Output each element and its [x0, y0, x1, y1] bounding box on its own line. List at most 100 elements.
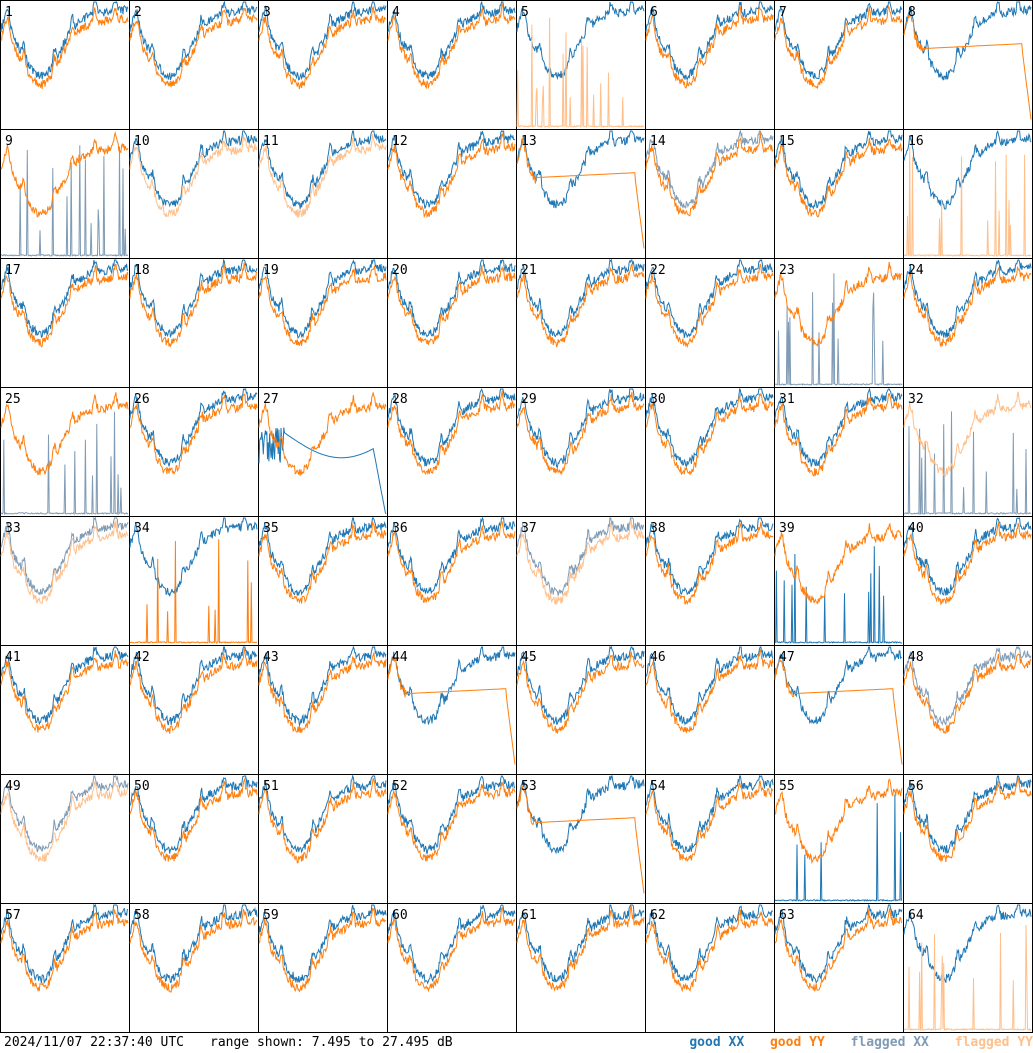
panel-label: 10: [134, 134, 150, 149]
yy-series-line: [0, 263, 129, 348]
panel-frame: [258, 516, 388, 646]
yy-series-line: [0, 131, 129, 218]
panel-label: 51: [263, 779, 279, 794]
panel-label: 22: [650, 263, 666, 278]
panel-61: 61: [516, 903, 646, 1033]
panel-label: 21: [521, 263, 537, 278]
xx-series-line: [774, 546, 903, 645]
yy-series-line: [258, 652, 387, 733]
panel-62: 62: [645, 903, 775, 1033]
yy-series-line: [903, 924, 1032, 1031]
yy-series-line: [129, 648, 258, 734]
panel-label: 50: [134, 779, 150, 794]
panel-frame: [645, 903, 775, 1033]
panel-label: 52: [392, 779, 408, 794]
panel-46: 46: [645, 645, 775, 775]
xx-series-line: [387, 388, 516, 467]
yy-series-line: [129, 134, 258, 218]
panel-label: 16: [908, 134, 924, 149]
yy-series-line: [258, 392, 387, 476]
panel-label: 9: [5, 134, 13, 149]
yy-series-line: [387, 656, 516, 765]
xx-series-line: [387, 0, 516, 80]
panel-frame: [645, 129, 775, 259]
panel-37: 37: [516, 516, 646, 646]
xx-series-line: [387, 904, 516, 985]
panel-label: 8: [908, 5, 916, 20]
panel-58: 58: [129, 903, 259, 1033]
xx-series-line: [258, 517, 387, 597]
xx-series-line: [129, 258, 258, 339]
panel-frame: [387, 903, 517, 1033]
yy-series-line: [0, 392, 129, 476]
panel-label: 20: [392, 263, 408, 278]
panel-label: 24: [908, 263, 924, 278]
panel-frame: [129, 0, 259, 130]
xx-series-line: [645, 1, 774, 82]
yy-series-line: [645, 5, 774, 89]
panel-28: 28: [387, 387, 517, 517]
xx-series-line: [0, 1, 129, 80]
yy-series-line: [516, 17, 645, 129]
xx-series-line: [387, 130, 516, 209]
xx-series-line: [129, 775, 258, 854]
panel-64: 64: [903, 903, 1033, 1033]
yy-series-line: [645, 132, 774, 217]
yy-series-line: [387, 131, 516, 219]
panel-44: 44: [387, 645, 517, 775]
xx-series-line: [645, 774, 774, 854]
yy-series-line: [258, 521, 387, 604]
panel-frame: [0, 903, 130, 1033]
panel-label: 11: [263, 134, 279, 149]
xx-series-line: [258, 774, 387, 854]
xx-series-line: [0, 903, 129, 984]
panel-30: 30: [645, 387, 775, 517]
yy-series-line: [387, 520, 516, 603]
panel-label: 60: [392, 908, 408, 923]
xx-series-line: [0, 145, 129, 257]
panel-47: 47: [774, 645, 904, 775]
yy-series-line: [903, 12, 1032, 120]
panel-label: 31: [779, 392, 795, 407]
xx-series-line: [903, 259, 1032, 338]
panel-label: 39: [779, 521, 795, 536]
xx-series-line: [0, 516, 129, 596]
xx-series-line: [774, 646, 903, 725]
panel-label: 61: [521, 908, 537, 923]
xx-series-line: [0, 646, 129, 726]
xx-series-line: [516, 904, 645, 983]
panel-label: 36: [392, 521, 408, 536]
xx-series-line: [516, 1, 645, 80]
xx-series-line: [516, 258, 645, 338]
yy-series-line: [903, 777, 1032, 862]
yy-series-line: [0, 7, 129, 89]
panel-frame: [129, 645, 259, 775]
yy-series-line: [387, 264, 516, 346]
yy-series-line: [258, 265, 387, 346]
yy-series-line: [516, 391, 645, 476]
yy-series-line: [516, 263, 645, 348]
panel-label: 41: [5, 650, 21, 665]
panel-20: 20: [387, 258, 517, 388]
panel-frame: [516, 903, 646, 1033]
panel-label: 34: [134, 521, 150, 536]
xx-series-line: [258, 130, 387, 209]
panel-label: 43: [263, 650, 279, 665]
panel-63: 63: [774, 903, 904, 1033]
xx-series-line: [903, 775, 1032, 854]
panel-label: 48: [908, 650, 924, 665]
panel-frame: [903, 0, 1033, 130]
footer-bar: 2024/11/07 22:37:40 UTC range shown: 7.4…: [0, 1033, 1033, 1053]
panel-40: 40: [903, 516, 1033, 646]
panel-label: 57: [5, 908, 21, 923]
legend: good XX good YY flagged XX flagged YY: [671, 1033, 1033, 1053]
yy-series-line: [645, 780, 774, 863]
panel-31: 31: [774, 387, 904, 517]
panel-label: 18: [134, 263, 150, 278]
panel-39: 39: [774, 516, 904, 646]
yy-series-line: [387, 390, 516, 476]
xx-series-line: [645, 646, 774, 726]
panel-label: 59: [263, 908, 279, 923]
panel-frame: [903, 645, 1033, 775]
xx-series-line: [387, 516, 516, 595]
